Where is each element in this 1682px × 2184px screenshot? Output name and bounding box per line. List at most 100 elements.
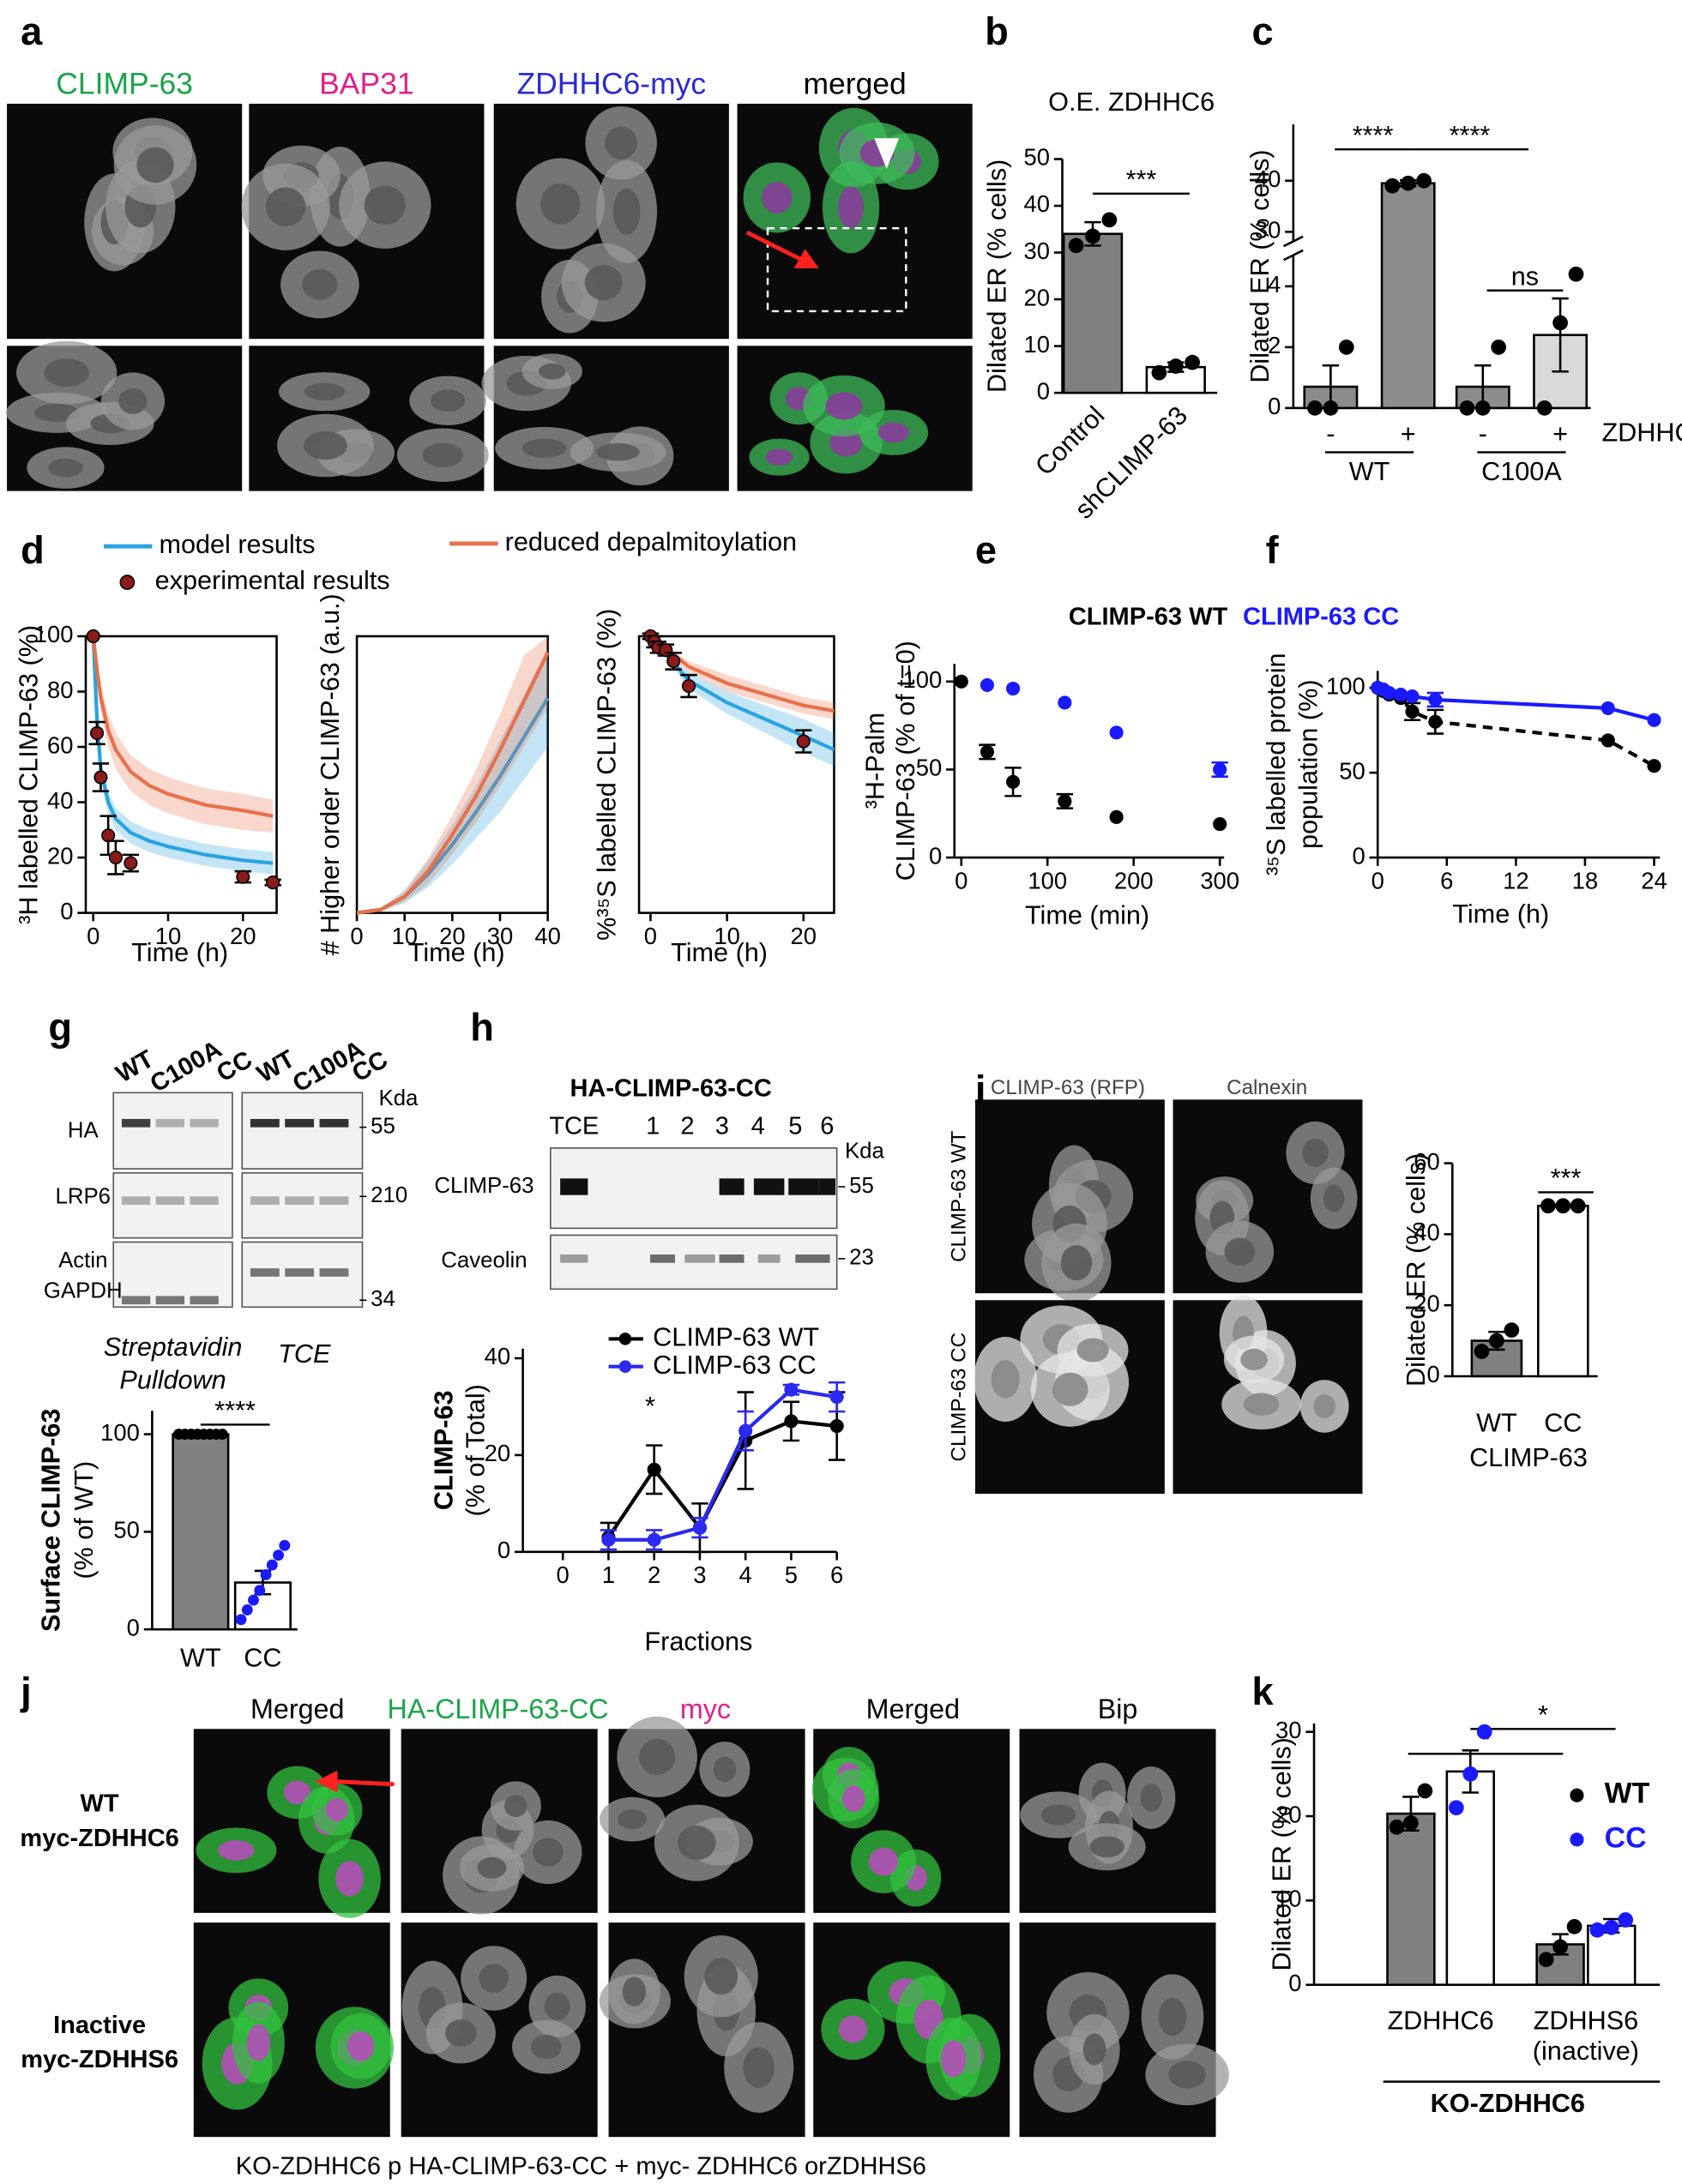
nucleus bbox=[530, 2035, 562, 2060]
y-tick-label: 0 bbox=[1037, 377, 1050, 404]
lane-label: 2 bbox=[680, 1112, 694, 1140]
arrowhead bbox=[315, 1770, 338, 1793]
blot bbox=[112, 1092, 233, 1170]
nucleus bbox=[325, 1797, 349, 1821]
data-point bbox=[1394, 687, 1408, 702]
nucleus bbox=[304, 382, 346, 400]
x-tick-label: 40 bbox=[534, 923, 560, 949]
data-point bbox=[1540, 1198, 1556, 1214]
band bbox=[190, 1196, 219, 1205]
series-line bbox=[606, 1419, 837, 1539]
group-label: WT bbox=[1349, 457, 1390, 486]
y-axis-label: Dilated ER (% cells) bbox=[1245, 149, 1275, 382]
nucleus bbox=[218, 1840, 255, 1861]
series-line bbox=[608, 1387, 837, 1542]
data-point bbox=[601, 1532, 616, 1547]
nucleus bbox=[713, 1756, 737, 1782]
data-point bbox=[681, 679, 696, 694]
x-axis-label: Time (h) bbox=[671, 938, 768, 967]
data-point bbox=[1109, 725, 1124, 740]
nucleus bbox=[762, 181, 793, 214]
x-tick-label: - bbox=[1479, 419, 1487, 448]
y-tick-label: 30 bbox=[1275, 1717, 1301, 1743]
data-point bbox=[1647, 759, 1661, 773]
band bbox=[285, 1118, 315, 1128]
panel-letter: i bbox=[975, 1068, 986, 1111]
y-axis-label: CLIMP-63 bbox=[429, 1390, 458, 1510]
nucleus bbox=[639, 1738, 676, 1776]
data-point bbox=[1462, 1766, 1479, 1782]
band bbox=[250, 1196, 280, 1205]
data-point bbox=[93, 770, 108, 785]
nucleus bbox=[44, 358, 90, 388]
y-axis-label: CLIMP-63 (% of t=0) bbox=[891, 641, 920, 881]
lane-label: TCE bbox=[549, 1112, 599, 1140]
band bbox=[319, 1118, 349, 1128]
caption: KO-ZDHHC6 p HA-CLIMP-63-CC + myc- ZDHHC6… bbox=[236, 2152, 926, 2180]
nucleus bbox=[1082, 2033, 1106, 2066]
y-tick-label: 0 bbox=[1288, 1970, 1301, 1996]
nucleus bbox=[445, 2019, 477, 2047]
legend-swatch bbox=[618, 1360, 632, 1373]
band bbox=[319, 1196, 349, 1205]
data-point bbox=[784, 1382, 799, 1397]
x-tick-label: 30 bbox=[487, 923, 513, 949]
y-tick-label: 100 bbox=[1326, 672, 1365, 699]
x-tick-label: 6 bbox=[1440, 867, 1453, 893]
x-tick-label: CC bbox=[1544, 1409, 1582, 1438]
x-axis-label: ZDHHC6 bbox=[1601, 418, 1682, 448]
nucleus bbox=[544, 1992, 570, 2021]
nucleus bbox=[605, 126, 637, 159]
y-tick-label: 30 bbox=[1024, 238, 1050, 264]
y-tick-label: 50 bbox=[1024, 144, 1050, 171]
data-point bbox=[1068, 238, 1084, 254]
nucleus bbox=[877, 422, 909, 443]
x-tick-label: 24 bbox=[1641, 867, 1667, 893]
nucleus bbox=[1060, 1245, 1093, 1281]
y-tick-label: 20 bbox=[485, 1440, 510, 1466]
nucleus bbox=[1168, 2061, 1207, 2089]
band bbox=[155, 1296, 185, 1305]
marker-label: 55 bbox=[849, 1174, 874, 1198]
data-point bbox=[279, 1539, 291, 1551]
series-line bbox=[91, 635, 274, 865]
data-point bbox=[1601, 701, 1615, 715]
data-point bbox=[1167, 358, 1184, 374]
y-tick-label: 40 bbox=[47, 787, 73, 814]
data-point bbox=[954, 674, 968, 689]
data-point bbox=[692, 1520, 707, 1535]
data-point bbox=[124, 856, 138, 870]
x-tick-label: 12 bbox=[1503, 867, 1528, 893]
y-tick-label: 40 bbox=[1255, 165, 1281, 192]
legend-label: WT bbox=[1605, 1778, 1650, 1810]
nucleus bbox=[477, 1856, 507, 1879]
y-tick-label: 100 bbox=[34, 621, 74, 647]
data-point bbox=[248, 1594, 259, 1606]
confidence-band bbox=[93, 636, 274, 833]
y-tick-label: 10 bbox=[1275, 1886, 1301, 1912]
blot-row-label: Caveolin bbox=[441, 1248, 527, 1272]
significance-label: * bbox=[1538, 1700, 1548, 1730]
x-tick-label: CC bbox=[244, 1644, 281, 1673]
arrowhead bbox=[874, 138, 900, 169]
data-point bbox=[1417, 1783, 1433, 1799]
data-point bbox=[260, 1569, 272, 1580]
blot-caption: Streptavidin bbox=[104, 1333, 243, 1362]
data-point bbox=[1338, 340, 1354, 355]
data-point bbox=[108, 851, 123, 865]
column-label: Bip bbox=[1098, 1694, 1138, 1724]
nucleus bbox=[1323, 1184, 1345, 1212]
data-point bbox=[1568, 266, 1584, 282]
data-point bbox=[1307, 400, 1323, 416]
significance-label: *** bbox=[1126, 165, 1157, 194]
nucleus bbox=[265, 187, 306, 227]
x-axis-label: Time (h) bbox=[1452, 899, 1549, 929]
y-tick-label: 0 bbox=[1427, 1361, 1440, 1387]
panel-letter: f bbox=[1266, 528, 1280, 572]
data-point bbox=[647, 1532, 661, 1547]
y-tick-label: 20 bbox=[1414, 1290, 1439, 1316]
band bbox=[719, 1254, 745, 1263]
column-label: Merged bbox=[250, 1694, 344, 1724]
data-point bbox=[1389, 1819, 1405, 1835]
plot-frame bbox=[637, 635, 835, 914]
